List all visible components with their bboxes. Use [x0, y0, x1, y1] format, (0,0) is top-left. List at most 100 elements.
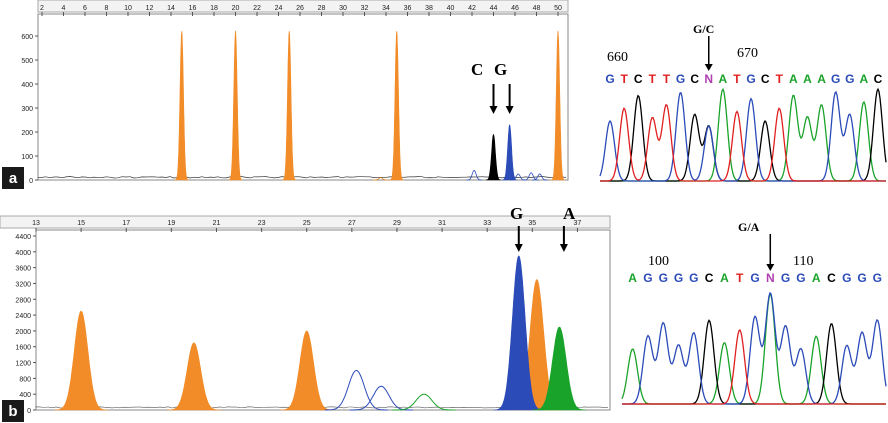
x-tick-label-a: 26: [296, 5, 304, 12]
base-call-g: G: [746, 72, 755, 86]
x-tick-label-a: 28: [318, 5, 326, 12]
x-tick-label-b: 19: [167, 220, 175, 227]
base-call-c: C: [634, 72, 643, 86]
x-tick-label-b: 31: [438, 220, 446, 227]
base-call-t: T: [649, 72, 657, 86]
x-tick-label-a: 22: [253, 5, 261, 12]
base-call-t: T: [663, 72, 671, 86]
x-tick-label-a: 6: [83, 5, 87, 12]
y-tick-label-b: 2400: [15, 313, 31, 320]
base-call-a: A: [719, 72, 728, 86]
variant-label-b: G/A: [738, 220, 759, 235]
base-call-a: A: [812, 271, 821, 285]
y-tick-label-b: 1600: [15, 345, 31, 352]
y-tick-label-a: 0: [29, 178, 33, 185]
base-call-a: A: [720, 271, 729, 285]
x-tick-label-a: 16: [189, 5, 197, 12]
base-call-a: A: [803, 72, 812, 86]
chromatogram-a: GTCTTGCNATGCTAAAGGAC: [598, 0, 888, 195]
variant-label-a: G/C: [693, 22, 714, 37]
y-tick-label-a: 600: [21, 34, 33, 41]
base-call-t: T: [736, 271, 744, 285]
electropherogram-b: 13 15 17 19 21 23 25 27 29 31 33 35 37 0 400 800 1200 160…: [0, 198, 612, 423]
x-tick-label-b: 27: [348, 220, 356, 227]
base-call-g: G: [676, 72, 685, 86]
x-tick-label-a: 2: [40, 5, 44, 12]
base-call-a: A: [860, 72, 869, 86]
y-tick-label-b: 2800: [15, 297, 31, 304]
panel-b: 13 15 17 19 21 23 25 27 29 31 33 35 37 0 400 800 1200 160…: [0, 198, 888, 423]
base-call-c: C: [690, 72, 699, 86]
x-tick-label-a: 12: [146, 5, 154, 12]
position-label-670: 670: [737, 46, 758, 62]
x-tick-label-a: 48: [533, 5, 541, 12]
base-call-g: G: [781, 271, 790, 285]
x-tick-label-a: 44: [490, 5, 498, 12]
x-tick-label-a: 50: [554, 5, 562, 12]
y-tick-label-b: 1200: [15, 361, 31, 368]
x-tick-label-b: 33: [483, 220, 491, 227]
x-tick-label-a: 46: [511, 5, 519, 12]
x-tick-label-a: 36: [404, 5, 412, 12]
base-call-g: G: [643, 271, 652, 285]
x-tick-label-a: 18: [210, 5, 218, 12]
x-tick-label-a: 4: [62, 5, 66, 12]
base-call-a: A: [789, 72, 798, 86]
base-call-c: C: [705, 271, 714, 285]
y-tick-label-b: 0: [27, 408, 31, 415]
base-call-g: G: [873, 271, 882, 285]
base-call-a: A: [817, 72, 826, 86]
x-tick-label-a: 42: [468, 5, 476, 12]
base-call-t: T: [620, 72, 628, 86]
x-tick-label-a: 30: [339, 5, 347, 12]
x-tick-label-b: 25: [303, 220, 311, 227]
x-tick-label-b: 17: [122, 220, 130, 227]
x-tick-label-a: 24: [275, 5, 283, 12]
panel-a: 2 4 6 8 10 12 14 16 18 20 22 24 26 28 30 32 34 36 38 40 42 44…: [0, 0, 888, 195]
y-tick-label-a: 100: [21, 154, 33, 161]
allele-label-g-b: G: [510, 204, 523, 224]
x-tick-label-b: 21: [213, 220, 221, 227]
base-call-g: G: [842, 271, 851, 285]
y-tick-label-a: 400: [21, 82, 33, 89]
x-tick-label-b: 13: [32, 220, 40, 227]
panel-label-a: a: [2, 167, 24, 189]
x-tick-label-b: 23: [258, 220, 266, 227]
electropherogram-a: 2 4 6 8 10 12 14 16 18 20 22 24 26 28 30 32 34 36 38 40 42 44…: [0, 0, 600, 195]
y-tick-label-a: 200: [21, 130, 33, 137]
x-tick-label-a: 20: [232, 5, 240, 12]
y-tick-label-b: 3600: [15, 266, 31, 273]
y-tick-label-b: 4000: [15, 250, 31, 257]
base-call-a: A: [628, 271, 637, 285]
y-tick-label-b: 3200: [15, 281, 31, 288]
position-label-660: 660: [607, 50, 628, 66]
x-tick-label-a: 32: [361, 5, 369, 12]
base-call-g: G: [605, 72, 614, 86]
y-tick-label-b: 800: [19, 376, 31, 383]
plot-frame-a: [38, 14, 568, 180]
x-tick-label-a: 10: [124, 5, 132, 12]
base-call-g: G: [857, 271, 866, 285]
x-tick-label-b: 35: [528, 220, 536, 227]
base-call-g: G: [845, 72, 854, 86]
base-call-g: G: [796, 271, 805, 285]
allele-label-a-b: A: [563, 204, 575, 224]
allele-label-c-a: C: [471, 60, 483, 80]
x-tick-label-a: 8: [105, 5, 109, 12]
y-tick-label-a: 300: [21, 106, 33, 113]
x-tick-label-b: 15: [77, 220, 85, 227]
base-call-c: C: [827, 271, 836, 285]
base-call-g: G: [659, 271, 668, 285]
y-tick-label-b: 400: [19, 392, 31, 399]
base-call-g: G: [689, 271, 698, 285]
base-call-n: N: [766, 271, 775, 285]
x-tick-label-a: 40: [447, 5, 455, 12]
base-call-t: T: [776, 72, 784, 86]
x-tick-label-a: 14: [167, 5, 175, 12]
position-label-110: 110: [793, 254, 813, 270]
position-label-100: 100: [648, 254, 669, 270]
base-call-t: T: [733, 72, 741, 86]
x-tick-label-a: 38: [425, 5, 433, 12]
base-call-c: C: [874, 72, 883, 86]
base-call-g: G: [831, 72, 840, 86]
